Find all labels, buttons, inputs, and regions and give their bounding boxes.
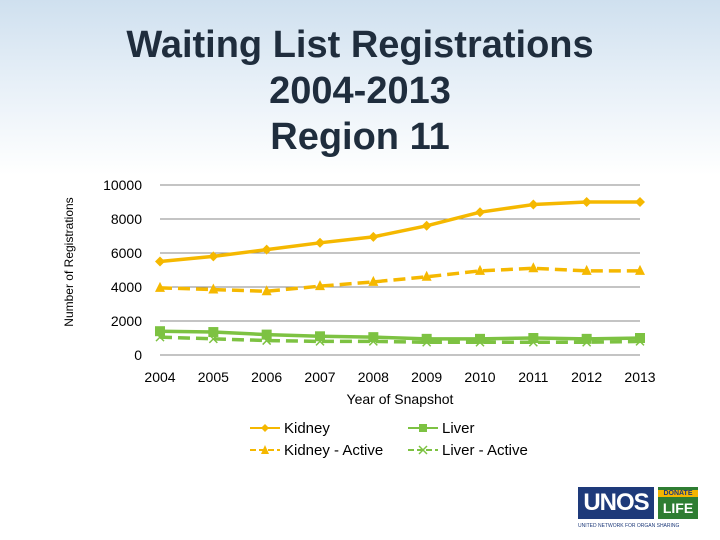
point-kidney-2009 (422, 221, 432, 231)
legend-label-liver-active: Liver - Active (442, 442, 528, 459)
donate-life-badge: DONATE LIFE (658, 487, 698, 519)
x-axis-label: Year of Snapshot (347, 391, 454, 407)
x-tick-label-2006: 2006 (251, 369, 282, 385)
point-kidney-2004 (155, 257, 165, 267)
y-tick-label-2000: 2000 (111, 313, 142, 329)
legend-item-liver: Liver (408, 418, 475, 438)
y-tick-label-8000: 8000 (111, 211, 142, 227)
y-tick-label-0: 0 (134, 347, 142, 363)
y-tick-label-10000: 10000 (103, 177, 142, 193)
point-kidney-2012 (582, 197, 592, 207)
point-liver-2011 (528, 333, 538, 343)
point-liver-2007 (315, 331, 325, 341)
legend-swatch-kidney-active (250, 443, 280, 457)
point-liver-2008 (368, 332, 378, 342)
legend-label-kidney-active: Kidney - Active (284, 442, 383, 459)
x-tick-label-2009: 2009 (411, 369, 442, 385)
point-liver-2009 (422, 334, 432, 344)
x-tick-label-2013: 2013 (624, 369, 655, 385)
unos-logo: UNOS DONATE LIFE UNITED NETWORK FOR ORGA… (578, 487, 698, 533)
legend-item-liver-active: Liver - Active (408, 440, 528, 460)
point-kidney-2010 (475, 207, 485, 217)
legend-item-kidney: Kidney (250, 418, 330, 438)
point-liver-2013 (635, 333, 645, 343)
legend-swatch-liver (408, 421, 438, 435)
unos-tagline: UNITED NETWORK FOR ORGAN SHARING (578, 523, 700, 529)
series-line-kidney-active (160, 268, 640, 291)
point-kidney-2011 (528, 200, 538, 210)
y-tick-label-6000: 6000 (111, 245, 142, 261)
x-tick-label-2007: 2007 (304, 369, 335, 385)
point-liver-2010 (475, 334, 485, 344)
point-liver-2012 (582, 334, 592, 344)
y-axis-label: Number of Registrations (62, 197, 76, 326)
legend-swatch-kidney (250, 421, 280, 435)
point-liver-2005 (208, 327, 218, 337)
donate-life-badge-bottom: LIFE (658, 500, 698, 516)
legend-item-kidney-active: Kidney - Active (250, 440, 383, 460)
x-tick-label-2010: 2010 (464, 369, 495, 385)
point-liver-2004 (155, 326, 165, 336)
point-kidney-2013 (635, 197, 645, 207)
series-line-liver (160, 331, 640, 339)
legend-swatch-liver-active (408, 443, 438, 457)
legend-label-liver: Liver (442, 420, 475, 437)
donate-life-badge-top: DONATE (658, 490, 698, 497)
point-kidney-2008 (368, 232, 378, 242)
x-tick-label-2011: 2011 (518, 369, 548, 385)
x-tick-label-2004: 2004 (144, 369, 175, 385)
point-kidney-2007 (315, 238, 325, 248)
legend-label-kidney: Kidney (284, 420, 330, 437)
x-tick-label-2008: 2008 (358, 369, 389, 385)
chart-legend: Kidney Kidney - Active Liver Liver - Active (250, 418, 580, 462)
point-liver-2006 (262, 330, 272, 340)
x-tick-label-2012: 2012 (571, 369, 602, 385)
unos-logo-wordmark: UNOS (578, 487, 654, 519)
x-tick-label-2005: 2005 (198, 369, 229, 385)
y-tick-label-4000: 4000 (111, 279, 142, 295)
